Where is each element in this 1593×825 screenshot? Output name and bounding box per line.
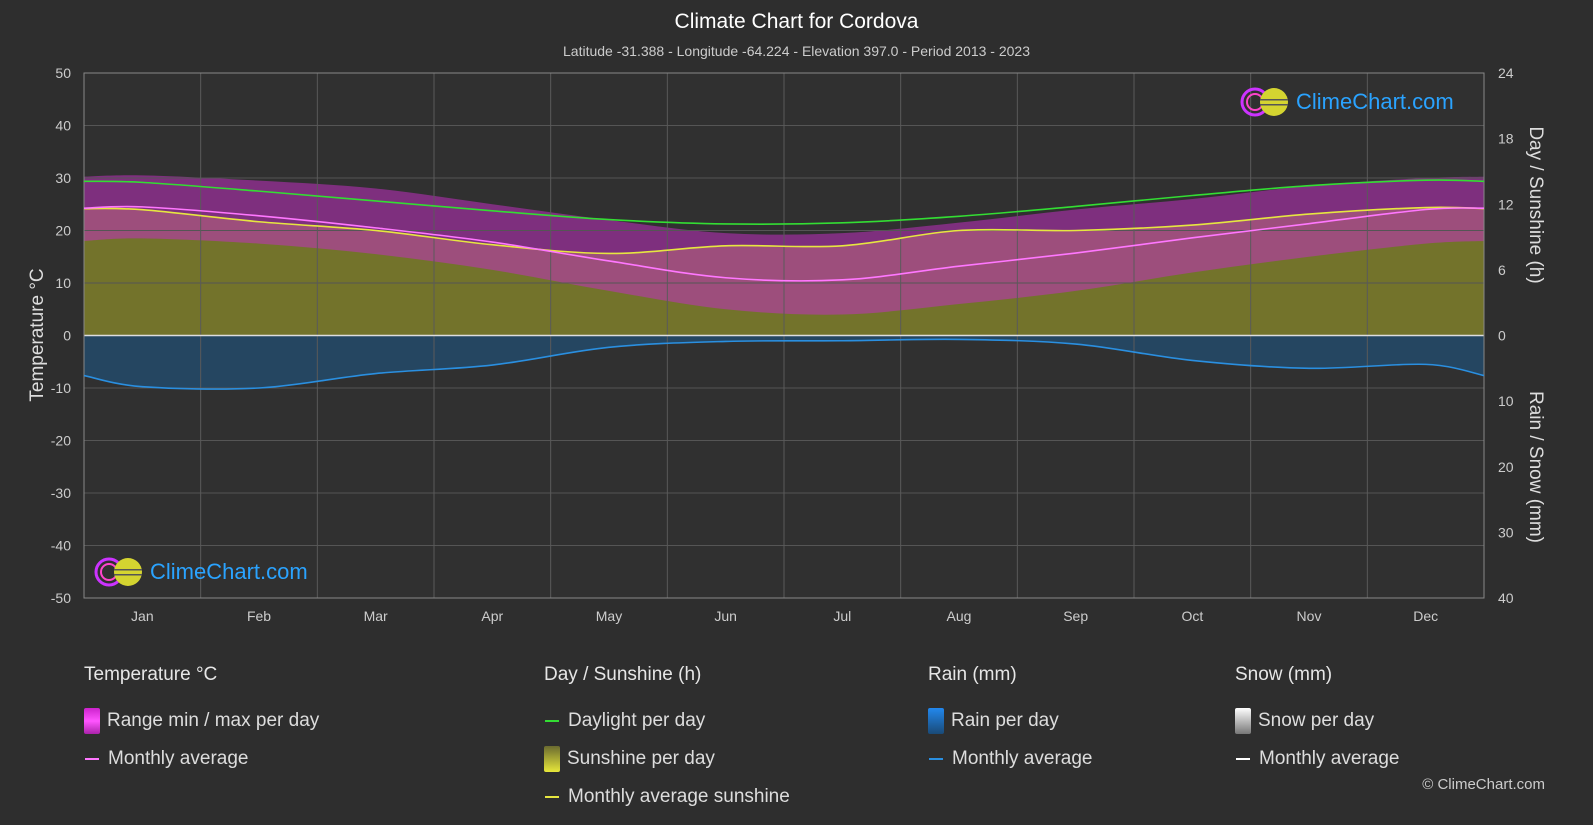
- temperature-avg-line: [84, 205, 1484, 282]
- legend-item-snow: Snow per day: [1235, 702, 1399, 740]
- legend-item-snow-avg: Monthly average: [1235, 740, 1399, 778]
- rain-avg-swatch: [929, 758, 943, 760]
- chart-subtitle: Latitude -31.388 - Longitude -64.224 - E…: [563, 43, 1030, 59]
- climechart-logo-icon: [1240, 87, 1288, 117]
- x-tick-month: Apr: [481, 608, 503, 624]
- legend-label: Sunshine per day: [567, 748, 715, 769]
- y-tick-left: 10: [55, 275, 71, 291]
- logo-top[interactable]: ClimeChart.com: [1240, 86, 1454, 118]
- temp-avg-swatch: [85, 758, 99, 760]
- legend-item-temp-range: Range min / max per day: [84, 702, 319, 740]
- legend-label: Range min / max per day: [107, 710, 320, 731]
- y-tick-left: -40: [51, 538, 71, 554]
- legend-item-rain: Rain per day: [928, 702, 1092, 740]
- y-tick-right-top: 6: [1498, 262, 1506, 278]
- legend-snow-header: Snow (mm): [1235, 664, 1333, 685]
- y-tick-left: 30: [55, 170, 71, 186]
- legend-sunshine: Day / Sunshine (h) Daylight per day Suns…: [544, 664, 790, 816]
- y-tick-left: -20: [51, 433, 71, 449]
- copyright[interactable]: © ClimeChart.com: [1422, 776, 1545, 793]
- y-tick-right-top: 0: [1498, 328, 1506, 344]
- x-tick-month: Sep: [1063, 608, 1088, 624]
- legend-snow: Snow (mm) Snow per day Monthly average: [1235, 664, 1399, 778]
- x-tick-month: Dec: [1413, 608, 1438, 624]
- legend-label: Rain per day: [951, 710, 1059, 731]
- logo-bottom[interactable]: ClimeChart.com: [94, 556, 308, 588]
- y-tick-left: 0: [63, 328, 71, 344]
- y-tick-left: -50: [51, 590, 71, 606]
- logo-text: ClimeChart.com: [1296, 89, 1454, 114]
- x-tick-month: Mar: [364, 608, 388, 624]
- x-tick-month: Nov: [1297, 608, 1322, 624]
- y-tick-right-top: 12: [1498, 196, 1514, 212]
- legend-sunshine-header: Day / Sunshine (h): [544, 664, 702, 685]
- y-tick-left: 20: [55, 223, 71, 239]
- legend-label: Monthly average: [108, 748, 249, 769]
- snow-avg-swatch: [1236, 758, 1250, 760]
- x-tick-month: Oct: [1181, 608, 1203, 624]
- y-tick-right-bottom: 20: [1498, 459, 1514, 475]
- chart-title: Climate Chart for Cordova: [674, 10, 919, 33]
- y-tick-left: -10: [51, 380, 71, 396]
- climechart-logo-icon: [94, 557, 142, 587]
- sunshine-swatch: [544, 746, 560, 772]
- temp-range-swatch: [84, 708, 100, 734]
- x-tick-month: Jul: [833, 608, 851, 624]
- x-tick-month: Jan: [131, 608, 154, 624]
- daylight-line: [84, 179, 1484, 225]
- legend-item-sunshine: Sunshine per day: [544, 740, 790, 778]
- rain-swatch: [928, 708, 944, 734]
- plot-border: [83, 72, 1485, 599]
- legend-label: Monthly average: [1259, 748, 1400, 769]
- legend-item-rain-avg: Monthly average: [928, 740, 1092, 778]
- y-axis-right-bottom-label: Rain / Snow (mm): [1525, 391, 1546, 543]
- y-tick-right-top: 24: [1498, 65, 1514, 81]
- legend-item-temp-avg: Monthly average: [84, 740, 319, 778]
- legend-rain: Rain (mm) Rain per day Monthly average: [928, 664, 1092, 778]
- sunshine-avg-line: [84, 206, 1484, 255]
- y-tick-right-top: 18: [1498, 131, 1514, 147]
- y-tick-right-bottom: 10: [1498, 393, 1514, 409]
- x-tick-month: Feb: [247, 608, 271, 624]
- legend-temperature-header: Temperature °C: [84, 664, 218, 685]
- y-tick-right-bottom: 30: [1498, 524, 1514, 540]
- legend-item-daylight: Daylight per day: [544, 702, 790, 740]
- legend-temperature: Temperature °C Range min / max per day M…: [84, 664, 319, 778]
- y-tick-right-bottom: 40: [1498, 590, 1514, 606]
- y-axis-right-top-label: Day / Sunshine (h): [1525, 126, 1546, 283]
- rain-avg-line: [84, 338, 1484, 390]
- legend-label: Monthly average: [952, 748, 1093, 769]
- logo-text: ClimeChart.com: [150, 559, 308, 584]
- legend-label: Monthly average sunshine: [568, 786, 790, 807]
- sunshine-avg-swatch: [545, 796, 559, 798]
- x-tick-month: May: [596, 608, 622, 624]
- y-tick-left: 40: [55, 118, 71, 134]
- y-tick-left: 50: [55, 65, 71, 81]
- snow-swatch: [1235, 708, 1251, 734]
- y-axis-left-label: Temperature °C: [27, 268, 48, 401]
- legend-label: Snow per day: [1258, 710, 1375, 731]
- legend-rain-header: Rain (mm): [928, 664, 1017, 685]
- y-tick-left: -30: [51, 485, 71, 501]
- x-tick-month: Aug: [947, 608, 972, 624]
- daylight-swatch: [545, 720, 559, 722]
- legend-label: Daylight per day: [568, 710, 706, 731]
- legend-item-sunshine-avg: Monthly average sunshine: [544, 778, 790, 816]
- x-tick-month: Jun: [714, 608, 737, 624]
